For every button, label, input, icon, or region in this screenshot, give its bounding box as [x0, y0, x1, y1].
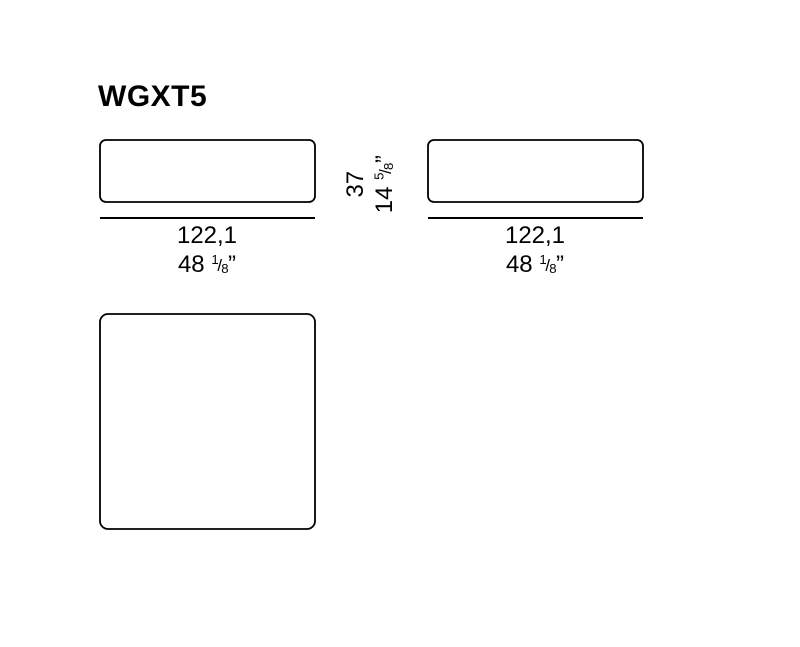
width-in-whole-right: 48: [506, 251, 533, 278]
height-in-whole: 14: [371, 187, 398, 214]
width-in-left: 48 1/8”: [107, 250, 307, 279]
width-in-den-right: 8: [549, 261, 556, 276]
outline-svg: [0, 0, 800, 647]
height-in-den: 8: [380, 163, 395, 170]
drawing-canvas: WGXT5 122,1 48 1/8” 122,1 48 1/8” 37 14 …: [0, 0, 800, 647]
width-dim-right: 122,1 48 1/8”: [435, 222, 635, 278]
width-in-den-left: 8: [221, 261, 228, 276]
side-view-left: [100, 140, 315, 202]
width-cm-left: 122,1: [107, 222, 307, 250]
height-dim: 37 14 5/8”: [342, 114, 398, 254]
width-in-right: 48 1/8”: [435, 250, 635, 279]
side-view-right: [428, 140, 643, 202]
width-cm-right: 122,1: [435, 222, 635, 250]
height-cm: 37: [342, 114, 370, 254]
height-in: 14 5/8”: [369, 114, 398, 254]
top-view: [100, 314, 315, 529]
dim-line-left: [100, 217, 315, 219]
dim-line-right: [428, 217, 643, 219]
width-dim-left: 122,1 48 1/8”: [107, 222, 307, 278]
width-in-whole-left: 48: [178, 251, 205, 278]
